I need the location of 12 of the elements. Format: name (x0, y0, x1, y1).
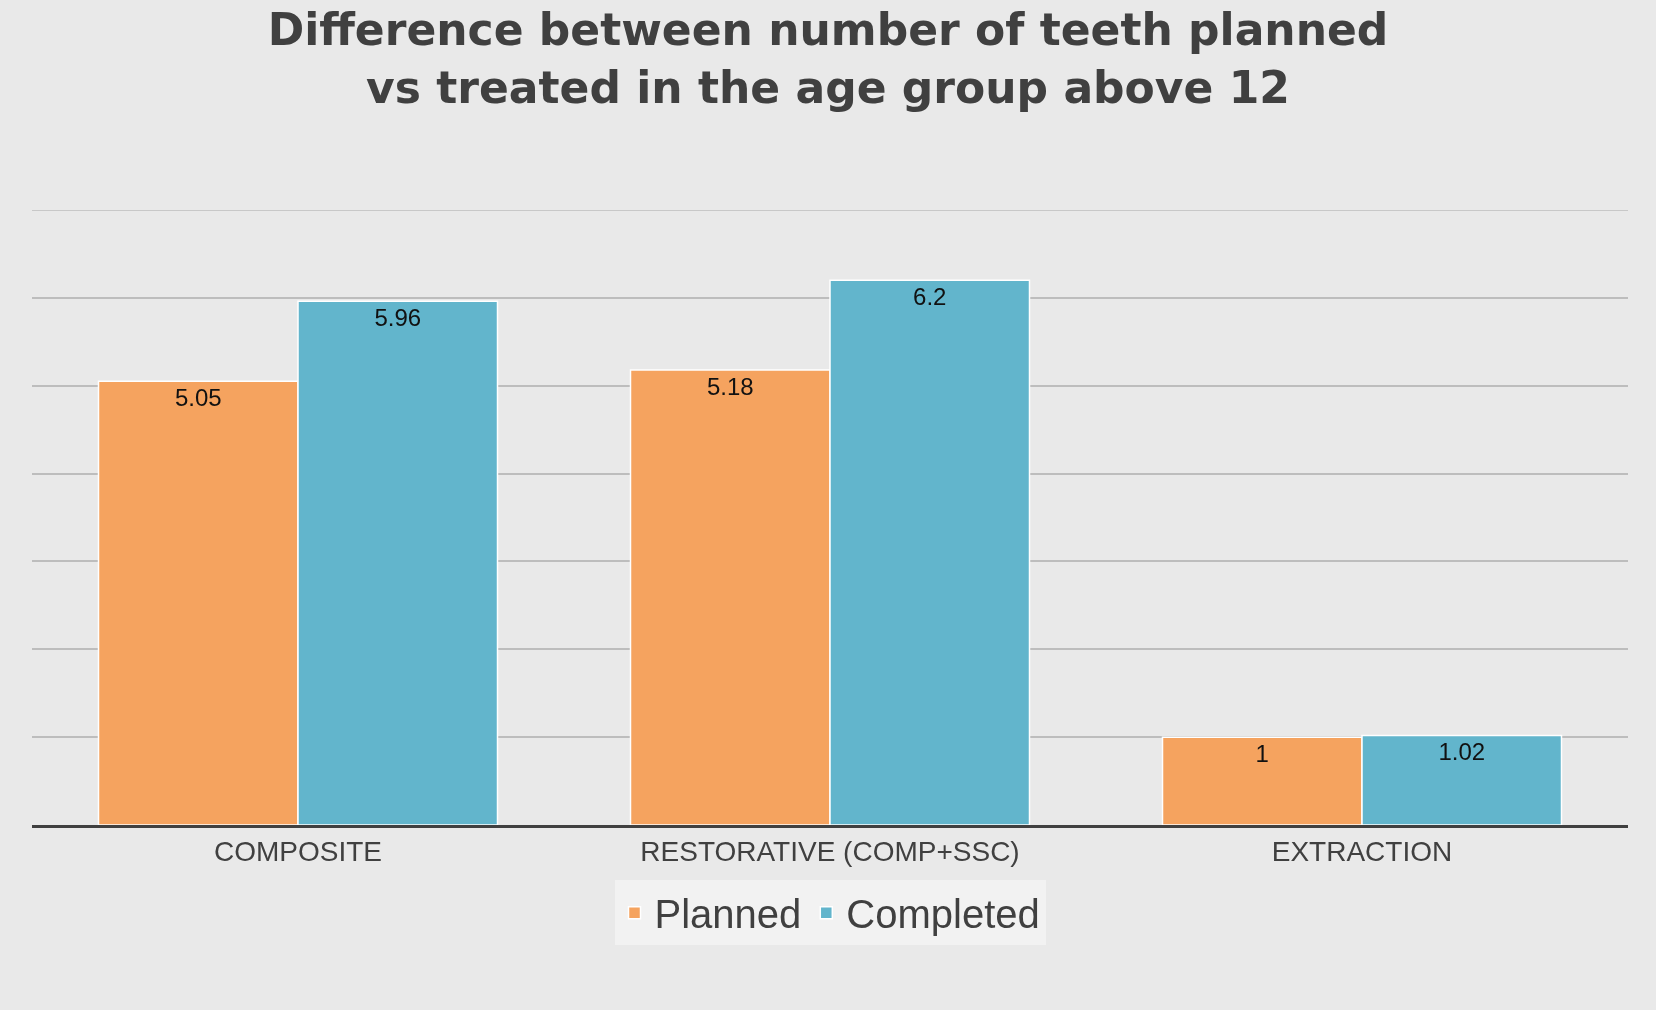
legend-label: Planned (654, 892, 802, 937)
data-label: 1 (1255, 740, 1269, 768)
legend-label: Completed (846, 892, 1040, 937)
chart-title: Difference between number of teeth planned vs treated in the age group above 12 (267, 4, 1389, 113)
data-label: 5.05 (174, 384, 222, 412)
data-label: 5.96 (374, 304, 422, 332)
data-label: 6.2 (913, 283, 947, 311)
x-tick-label: RESTORATIVE (COMP+SSC) (640, 836, 1020, 868)
x-tick-label: EXTRACTION (1271, 836, 1453, 868)
data-label: 5.18 (706, 372, 754, 400)
x-tick-label: COMPOSITE (213, 836, 383, 868)
data-label: 1.02 (1438, 738, 1486, 766)
